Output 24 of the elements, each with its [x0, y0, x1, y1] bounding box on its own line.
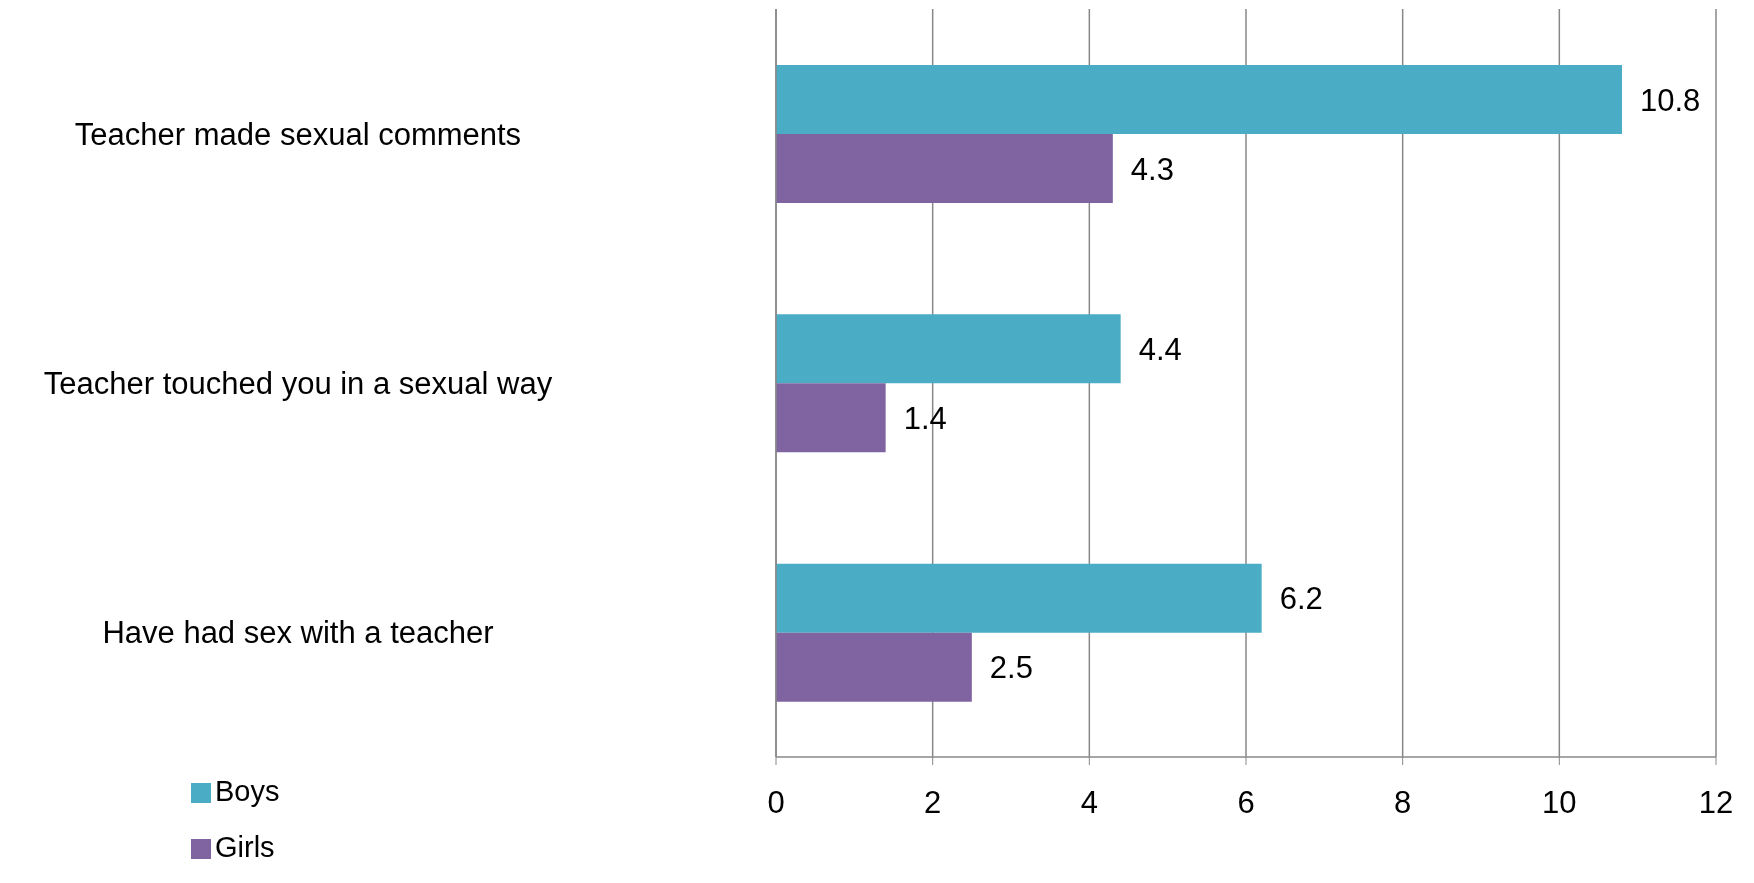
y-tick-label: Teacher touched you in a sexual way — [43, 366, 553, 402]
bar — [776, 65, 1622, 134]
bar — [776, 563, 1262, 633]
bar — [776, 632, 972, 702]
x-tick-label: 4 — [1080, 785, 1098, 821]
legend-label: Girls — [215, 831, 275, 863]
y-tick-label: Have had sex with a teacher — [102, 615, 494, 651]
x-tick-label: 2 — [924, 785, 942, 821]
x-tick-label: 10 — [1542, 785, 1577, 821]
data-label: 1.4 — [903, 400, 947, 436]
bar — [776, 134, 1113, 203]
data-label: 2.5 — [989, 650, 1033, 686]
data-label: 6.2 — [1279, 581, 1323, 617]
x-tick-label: 6 — [1237, 785, 1255, 821]
data-label: 10.8 — [1640, 82, 1701, 118]
y-tick-label: Teacher made sexual comments — [74, 116, 522, 152]
legend-label: Boys — [215, 775, 280, 807]
bar — [776, 314, 1121, 384]
x-tick-label: 12 — [1698, 785, 1734, 821]
data-label: 4.4 — [1138, 331, 1182, 367]
data-label: 4.3 — [1130, 151, 1174, 187]
x-tick-label: 0 — [767, 785, 785, 821]
bar — [776, 383, 886, 453]
x-tick-label: 8 — [1394, 785, 1412, 821]
